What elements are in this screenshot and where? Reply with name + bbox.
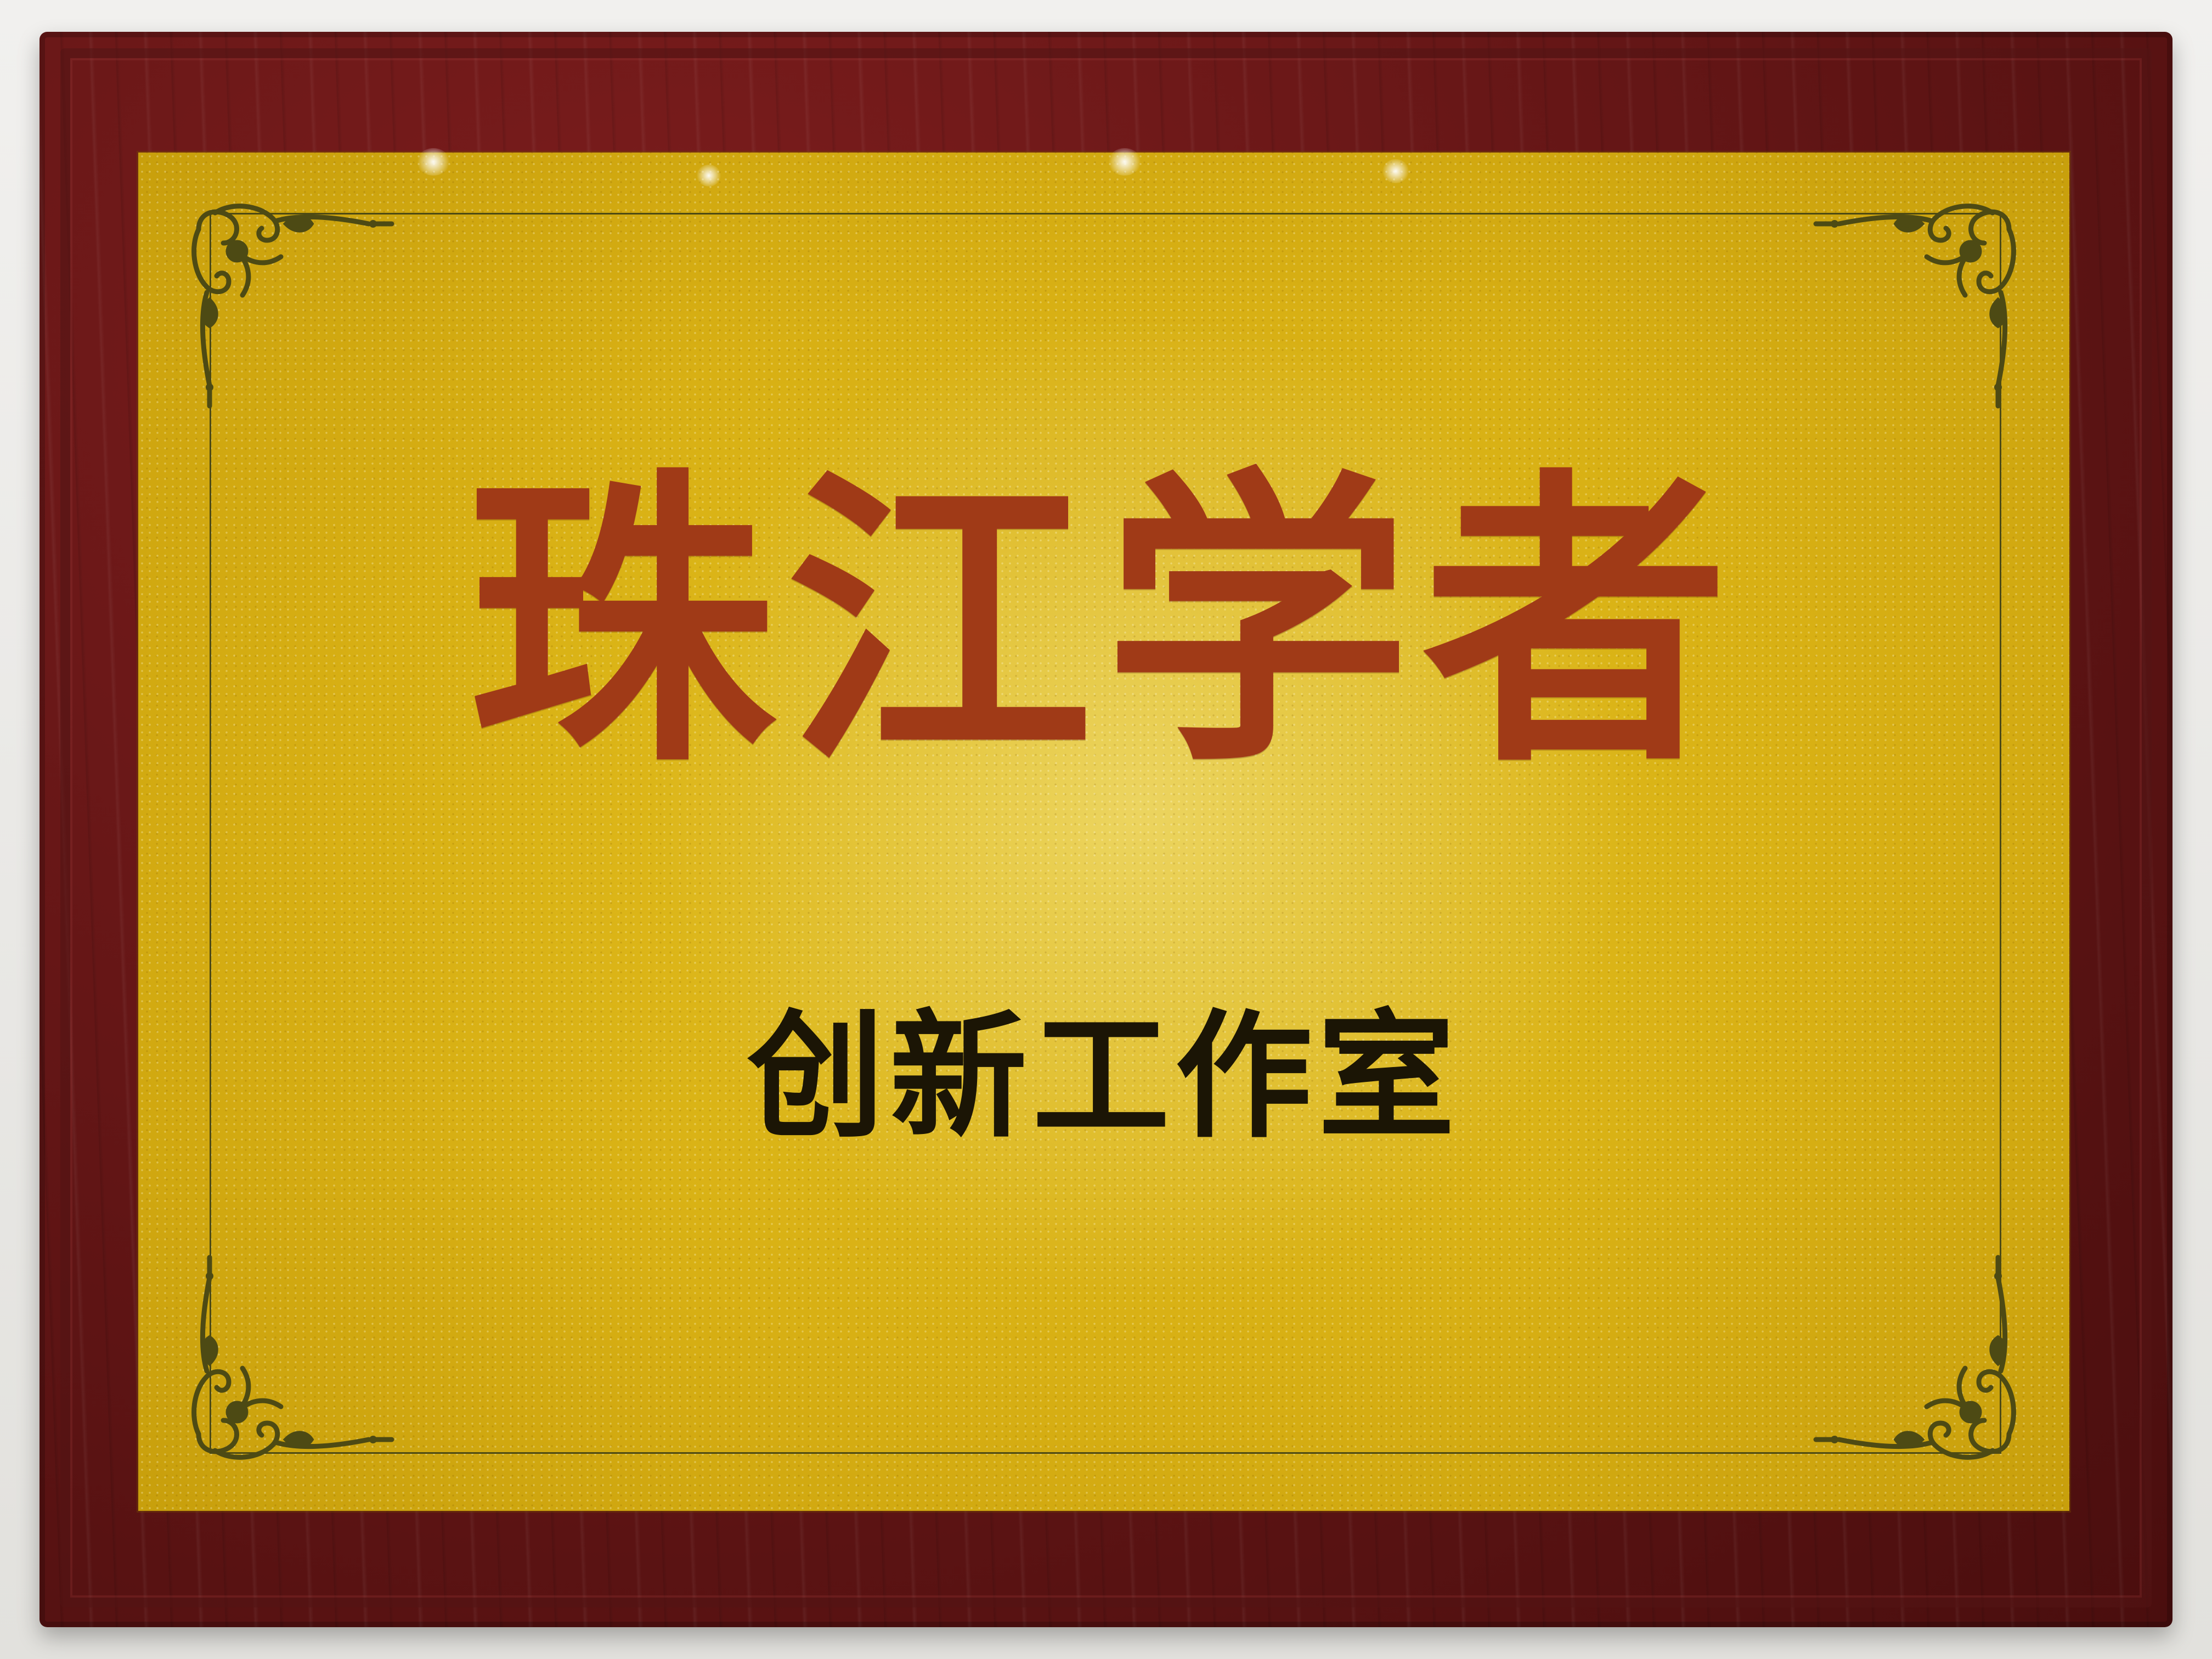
scroll-ornament-icon: [1801, 1242, 2031, 1472]
light-reflection: [417, 148, 450, 176]
scroll-ornament-icon: [1801, 191, 2031, 421]
light-reflection: [697, 165, 721, 187]
plate-inner-border: [210, 213, 2001, 1454]
glitter-texture: [138, 153, 2069, 1511]
scroll-ornament-icon: [177, 1242, 407, 1472]
plaque-subtitle: 创新工作室: [747, 997, 1460, 1156]
scroll-ornament-icon: [177, 191, 407, 421]
gold-plate: 珠江学者 创新工作室: [138, 153, 2069, 1511]
plaque-title: 珠江学者: [467, 445, 1740, 803]
light-reflection: [1108, 148, 1141, 176]
light-reflection: [1383, 159, 1409, 183]
